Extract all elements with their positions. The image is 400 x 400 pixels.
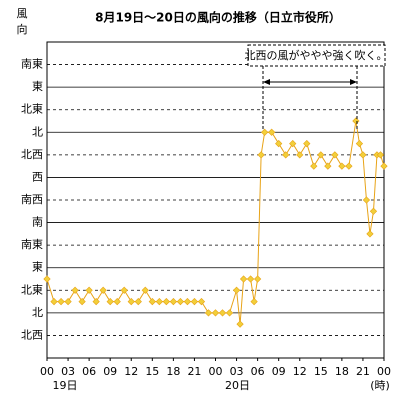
y-tick-label: 北: [32, 306, 43, 319]
wind-point: [331, 151, 339, 159]
wind-point: [324, 162, 332, 170]
wind-point: [338, 162, 346, 170]
wind-point: [359, 151, 367, 159]
wind-point: [317, 151, 325, 159]
y-tick-label: 西: [32, 170, 43, 183]
wind-point: [120, 286, 128, 294]
wind-point: [268, 128, 276, 136]
wind-point: [211, 309, 220, 317]
wind-point: [218, 309, 227, 317]
annotation-box: [247, 44, 386, 67]
wind-point: [92, 297, 100, 306]
x-tick-label: 03: [61, 365, 75, 378]
y-tick-label: 北西: [21, 148, 43, 161]
wind-point: [176, 297, 185, 306]
wind-point: [71, 286, 79, 294]
wind-point: [148, 297, 156, 306]
wind-point: [57, 297, 65, 306]
wind-point: [169, 297, 177, 306]
y-tick-label: 南: [32, 216, 43, 229]
x-tick-label: 03: [230, 365, 244, 378]
wind-point: [197, 297, 206, 306]
y-tick-label: 北西: [21, 328, 43, 341]
x-tick-label: 00: [40, 365, 54, 378]
y-axis-label-text: 風向: [17, 7, 28, 36]
wind-point: [362, 196, 371, 204]
wind-point: [204, 309, 213, 317]
wind-point: [64, 297, 72, 306]
grid: [47, 64, 384, 336]
wind-point: [355, 139, 364, 148]
y-tick-label: 南西: [21, 193, 43, 206]
wind-point: [310, 162, 318, 170]
x-tick-label: 12: [124, 365, 138, 378]
y-axis-label: 風向: [17, 7, 28, 36]
wind-point: [303, 139, 311, 148]
arrow-head: [350, 79, 357, 85]
x-tick-label: 09: [103, 365, 117, 378]
y-tick-label: 北: [32, 125, 43, 138]
wind-point: [366, 230, 374, 238]
arrow-head: [263, 79, 270, 85]
wind-point: [50, 297, 58, 306]
wind-point: [190, 297, 199, 306]
x-tick-label: 12: [293, 365, 307, 378]
x-tick-label: 06: [251, 365, 265, 378]
annotation: 北西の風がややや強く吹く。: [245, 44, 388, 130]
wind-point: [85, 286, 93, 294]
wind-point: [99, 286, 107, 294]
x-tick-label: 00: [209, 365, 223, 378]
wind-point: [141, 286, 149, 294]
x-tick-label: 15: [314, 365, 328, 378]
wind-point: [225, 309, 234, 317]
x-tick-label: 21: [356, 365, 370, 378]
date-label: 20日: [225, 379, 250, 392]
y-tick-label: 東: [32, 80, 43, 93]
wind-point: [162, 297, 170, 306]
x-tick-label: 06: [82, 365, 96, 378]
wind-point: [345, 162, 353, 170]
x-tick-label: 21: [187, 365, 201, 378]
wind-point: [275, 139, 283, 148]
wind-point: [155, 297, 163, 306]
x-tick-label: 18: [166, 365, 180, 378]
chart-title: 8月19日～20日の風向の推移（日立市役所）: [95, 10, 341, 25]
wind-point: [296, 151, 304, 159]
wind-point: [282, 151, 290, 159]
wind-point: [246, 275, 255, 283]
wind-point: [43, 275, 51, 283]
wind-point: [106, 297, 114, 306]
wind-point: [257, 151, 265, 159]
wind-point: [239, 275, 248, 283]
date-label: 19日: [53, 379, 78, 392]
wind-point: [134, 297, 142, 306]
wind-point: [78, 297, 86, 306]
wind-point: [376, 151, 385, 159]
wind-point: [369, 207, 378, 215]
y-tick-label: 北東: [21, 103, 43, 116]
y-tick-label: 北東: [21, 283, 43, 296]
wind-point: [113, 297, 121, 306]
wind-point: [352, 117, 360, 125]
wind-point: [380, 162, 388, 170]
y-tick-label: 南東: [21, 58, 43, 71]
annotation-text: 北西の風がややや強く吹く。: [245, 48, 388, 62]
wind-point: [183, 297, 192, 306]
wind-point: [127, 297, 135, 306]
wind-point: [250, 297, 258, 306]
y-tick-label: 東: [32, 261, 43, 274]
wind-point: [232, 286, 241, 294]
x-tick-label: 15: [145, 365, 159, 378]
y-tick-label: 南東: [21, 238, 43, 251]
wind-point: [261, 128, 269, 136]
wind-point: [236, 320, 244, 328]
x-tick-label: 00: [377, 365, 391, 378]
x-tick-label: 18: [335, 365, 349, 378]
wind-point: [254, 275, 262, 283]
wind-point: [289, 139, 297, 148]
x-tick-label: 09: [272, 365, 286, 378]
x-unit: (時): [370, 379, 390, 392]
